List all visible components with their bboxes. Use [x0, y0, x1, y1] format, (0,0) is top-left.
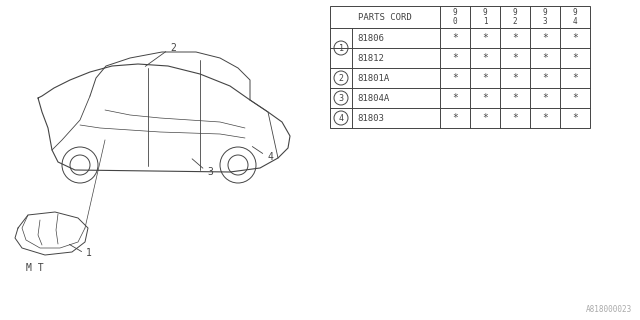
Text: 3: 3 — [207, 167, 213, 177]
Text: *: * — [512, 33, 518, 43]
Text: 9
2: 9 2 — [513, 8, 517, 26]
Text: *: * — [452, 33, 458, 43]
Text: 4: 4 — [339, 114, 344, 123]
Text: *: * — [452, 53, 458, 63]
Text: *: * — [452, 73, 458, 83]
Text: *: * — [512, 113, 518, 123]
Text: *: * — [482, 33, 488, 43]
Text: 81812: 81812 — [357, 53, 384, 62]
Text: A818000023: A818000023 — [586, 305, 632, 314]
Text: 9
3: 9 3 — [543, 8, 547, 26]
Text: 4: 4 — [267, 152, 273, 162]
Text: 9
4: 9 4 — [573, 8, 577, 26]
Text: 2: 2 — [170, 43, 176, 53]
Text: *: * — [572, 93, 578, 103]
Text: *: * — [572, 33, 578, 43]
Text: *: * — [482, 113, 488, 123]
Text: *: * — [542, 33, 548, 43]
Text: *: * — [572, 113, 578, 123]
Text: 2: 2 — [339, 74, 344, 83]
Text: 81806: 81806 — [357, 34, 384, 43]
Text: PARTS CORD: PARTS CORD — [358, 12, 412, 21]
Text: 81803: 81803 — [357, 114, 384, 123]
Text: *: * — [572, 53, 578, 63]
Text: 9
1: 9 1 — [483, 8, 487, 26]
Text: *: * — [542, 53, 548, 63]
Text: 9
0: 9 0 — [452, 8, 458, 26]
Text: *: * — [452, 113, 458, 123]
Text: M T: M T — [26, 263, 44, 273]
Text: *: * — [482, 53, 488, 63]
Text: *: * — [542, 73, 548, 83]
Text: *: * — [482, 73, 488, 83]
Text: 3: 3 — [339, 93, 344, 102]
Text: *: * — [452, 93, 458, 103]
Text: 81801A: 81801A — [357, 74, 389, 83]
Text: *: * — [572, 73, 578, 83]
Text: 81804A: 81804A — [357, 93, 389, 102]
Text: 1: 1 — [339, 44, 344, 52]
Text: *: * — [542, 93, 548, 103]
Bar — [330, 6, 590, 128]
Text: *: * — [542, 113, 548, 123]
Text: *: * — [512, 53, 518, 63]
Text: 1: 1 — [86, 248, 92, 258]
Text: *: * — [512, 73, 518, 83]
Text: *: * — [482, 93, 488, 103]
Text: *: * — [512, 93, 518, 103]
